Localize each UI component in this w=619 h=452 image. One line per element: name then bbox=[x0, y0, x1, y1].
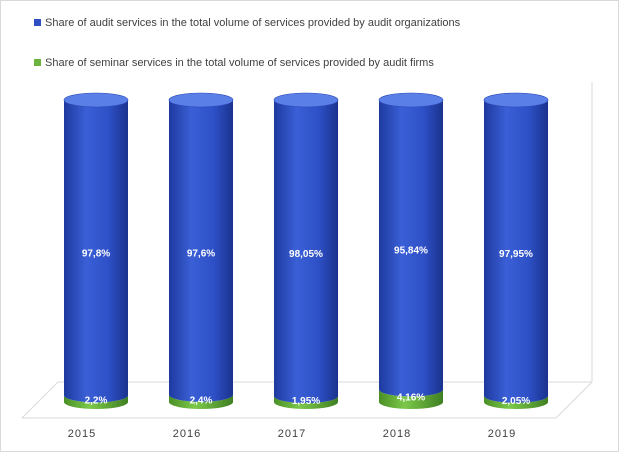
bar-top-2019 bbox=[483, 92, 549, 108]
data-label-audit-2019: 97,95% bbox=[499, 249, 533, 260]
data-label-seminar-2017: 1,95% bbox=[292, 396, 320, 407]
bar-seminar-2016 bbox=[169, 394, 233, 409]
floor-left-edge bbox=[21, 381, 59, 419]
x-tick-2017: 2017 bbox=[278, 428, 306, 440]
data-labels: 2,2% 97,8% 2,4% 97,6% 1,95% 98,05% 4,16% 95,84%… bbox=[82, 246, 533, 408]
x-axis-ticks: 2015 2016 2017 2018 2019 bbox=[68, 428, 516, 440]
data-label-seminar-2019: 2,05% bbox=[502, 396, 530, 407]
x-tick-2019: 2019 bbox=[488, 428, 516, 440]
bar-audit-2017 bbox=[274, 100, 338, 404]
bar-seminar-2019 bbox=[484, 395, 548, 409]
data-label-audit-2016: 97,6% bbox=[187, 248, 215, 259]
legend: Share of audit services in the total vol… bbox=[34, 17, 461, 69]
data-label-audit-2015: 97,8% bbox=[82, 249, 110, 260]
bar-top-2016 bbox=[168, 92, 234, 108]
bar-seminar-2015 bbox=[64, 395, 128, 409]
data-label-seminar-2018: 4,16% bbox=[397, 393, 425, 404]
x-tick-2016: 2016 bbox=[173, 428, 201, 440]
legend-item-seminar: Share of seminar services in the total v… bbox=[34, 57, 434, 69]
bar-seminar-2017 bbox=[274, 396, 338, 409]
bar-top-2018 bbox=[378, 92, 444, 108]
x-tick-2015: 2015 bbox=[68, 428, 96, 440]
legend-swatch-seminar bbox=[34, 59, 41, 66]
legend-item-audit: Share of audit services in the total vol… bbox=[34, 17, 461, 29]
x-tick-2018: 2018 bbox=[383, 428, 411, 440]
bar-audit-2015 bbox=[64, 100, 128, 403]
bar-top-2017 bbox=[273, 92, 339, 108]
bars bbox=[63, 92, 549, 409]
data-label-seminar-2015: 2,2% bbox=[85, 396, 108, 407]
bar-audit-2016 bbox=[169, 100, 233, 402]
legend-swatch-audit bbox=[34, 19, 41, 26]
data-label-audit-2018: 95,84% bbox=[394, 246, 428, 257]
floor-right-edge bbox=[555, 381, 593, 419]
legend-label-seminar: Share of seminar services in the total v… bbox=[45, 57, 434, 69]
bar-audit-2018 bbox=[379, 100, 443, 397]
bar-top-2015 bbox=[63, 92, 129, 108]
legend-label-audit: Share of audit services in the total vol… bbox=[45, 17, 461, 29]
bar-audit-2019 bbox=[484, 100, 548, 403]
data-label-seminar-2016: 2,4% bbox=[190, 395, 213, 406]
bar-seminar-2018 bbox=[379, 389, 443, 409]
data-label-audit-2017: 98,05% bbox=[289, 249, 323, 260]
